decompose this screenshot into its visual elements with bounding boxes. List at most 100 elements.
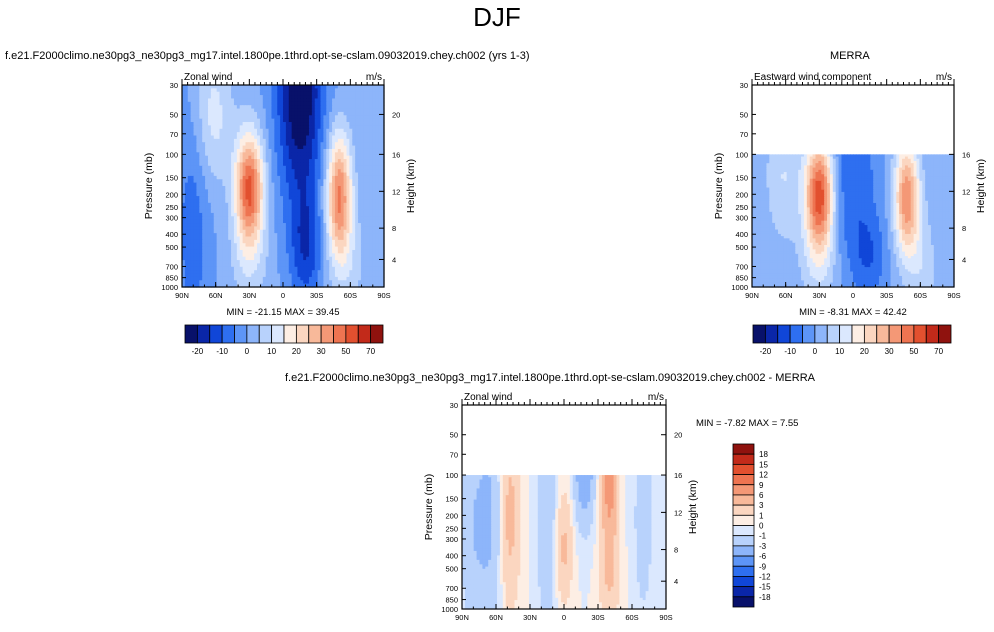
model-cell <box>340 159 345 164</box>
model-cell <box>343 162 348 167</box>
model-cell <box>314 172 319 177</box>
model-cell <box>283 162 287 167</box>
model-cell <box>306 172 310 177</box>
model-cell <box>233 111 238 116</box>
model-cell <box>346 138 350 143</box>
model-cell <box>332 138 336 143</box>
model-cell <box>245 98 249 103</box>
model-y-tick-label: 850 <box>165 274 178 283</box>
model-cell <box>337 135 342 140</box>
model-cell <box>236 135 241 140</box>
model-cell <box>277 179 281 184</box>
model-cell <box>308 118 313 123</box>
model-cell <box>332 175 336 180</box>
model-cell <box>248 125 252 130</box>
model-cell <box>231 91 235 96</box>
model-cell <box>207 165 212 170</box>
model-cell <box>210 101 215 106</box>
model-cell <box>334 105 339 110</box>
model-cell <box>245 118 249 123</box>
model-cell <box>228 152 232 157</box>
model-cell <box>317 85 322 89</box>
model-cell <box>355 162 359 167</box>
model-cell <box>360 165 365 170</box>
model-cell <box>222 189 226 194</box>
model-cell <box>257 118 261 123</box>
model-cell <box>297 132 301 137</box>
model-cell <box>187 152 192 157</box>
model-cell <box>187 148 192 153</box>
model-cell <box>251 148 255 153</box>
model-cell <box>196 189 200 194</box>
model-cell <box>239 186 244 190</box>
model-cell <box>285 128 290 133</box>
model-cell <box>300 175 304 180</box>
model-cell <box>257 122 261 126</box>
model-cell <box>283 182 287 187</box>
model-cell <box>378 182 382 187</box>
model-cell <box>245 159 249 164</box>
model-cell <box>248 152 252 157</box>
model-cell <box>190 182 195 187</box>
model-cell <box>251 179 255 184</box>
model-cell <box>268 122 273 126</box>
model-cell <box>196 132 200 137</box>
model-cell <box>332 159 336 164</box>
model-cell <box>306 142 310 147</box>
model-cell <box>326 111 330 116</box>
model-cell <box>228 145 232 150</box>
model-cell <box>248 118 252 123</box>
model-cell <box>285 175 290 180</box>
model-cell <box>332 142 336 147</box>
model-cell <box>233 135 238 140</box>
model-cell <box>314 175 319 180</box>
model-y-tick-label: 50 <box>170 110 178 119</box>
model-cell <box>372 135 376 140</box>
model-cell <box>248 101 252 106</box>
model-cell <box>283 142 287 147</box>
model-cell <box>265 159 270 164</box>
model-cell <box>228 95 232 100</box>
model-cell <box>311 135 316 140</box>
model-cell <box>381 91 385 96</box>
model-cell <box>317 152 322 157</box>
model-cell <box>288 122 293 126</box>
model-cell <box>288 186 293 190</box>
model-cell <box>311 155 316 160</box>
model-cell <box>233 101 238 106</box>
model-cell <box>236 98 241 103</box>
model-cell <box>239 172 244 177</box>
model-cell <box>285 152 290 157</box>
model-cell <box>210 105 215 110</box>
model-cell <box>320 105 324 110</box>
model-cell <box>190 145 195 150</box>
model-cell <box>196 88 200 93</box>
model-cell <box>222 155 226 160</box>
model-cell <box>182 145 186 150</box>
model-cell <box>254 95 258 100</box>
model-cell <box>366 189 371 194</box>
model-cell <box>340 162 345 167</box>
model-cell <box>207 108 212 113</box>
model-cell <box>280 179 284 184</box>
model-cell <box>323 162 327 167</box>
model-cell <box>360 175 365 180</box>
model-cell <box>257 135 261 140</box>
model-cell <box>308 101 313 106</box>
model-cell <box>210 186 215 190</box>
model-cell <box>381 115 385 120</box>
model-cell <box>277 165 281 170</box>
model-cell <box>268 138 273 143</box>
model-cell <box>360 159 365 164</box>
model-cell <box>283 91 287 96</box>
model-cell <box>184 142 189 147</box>
model-cell <box>366 88 371 93</box>
model-cell <box>300 132 304 137</box>
model-cell <box>291 169 296 174</box>
model-cell <box>265 88 270 93</box>
model-cell <box>184 169 189 174</box>
model-cell <box>294 125 299 130</box>
model-cell <box>363 111 368 116</box>
model-cell <box>231 175 235 180</box>
model-cell <box>340 182 345 187</box>
